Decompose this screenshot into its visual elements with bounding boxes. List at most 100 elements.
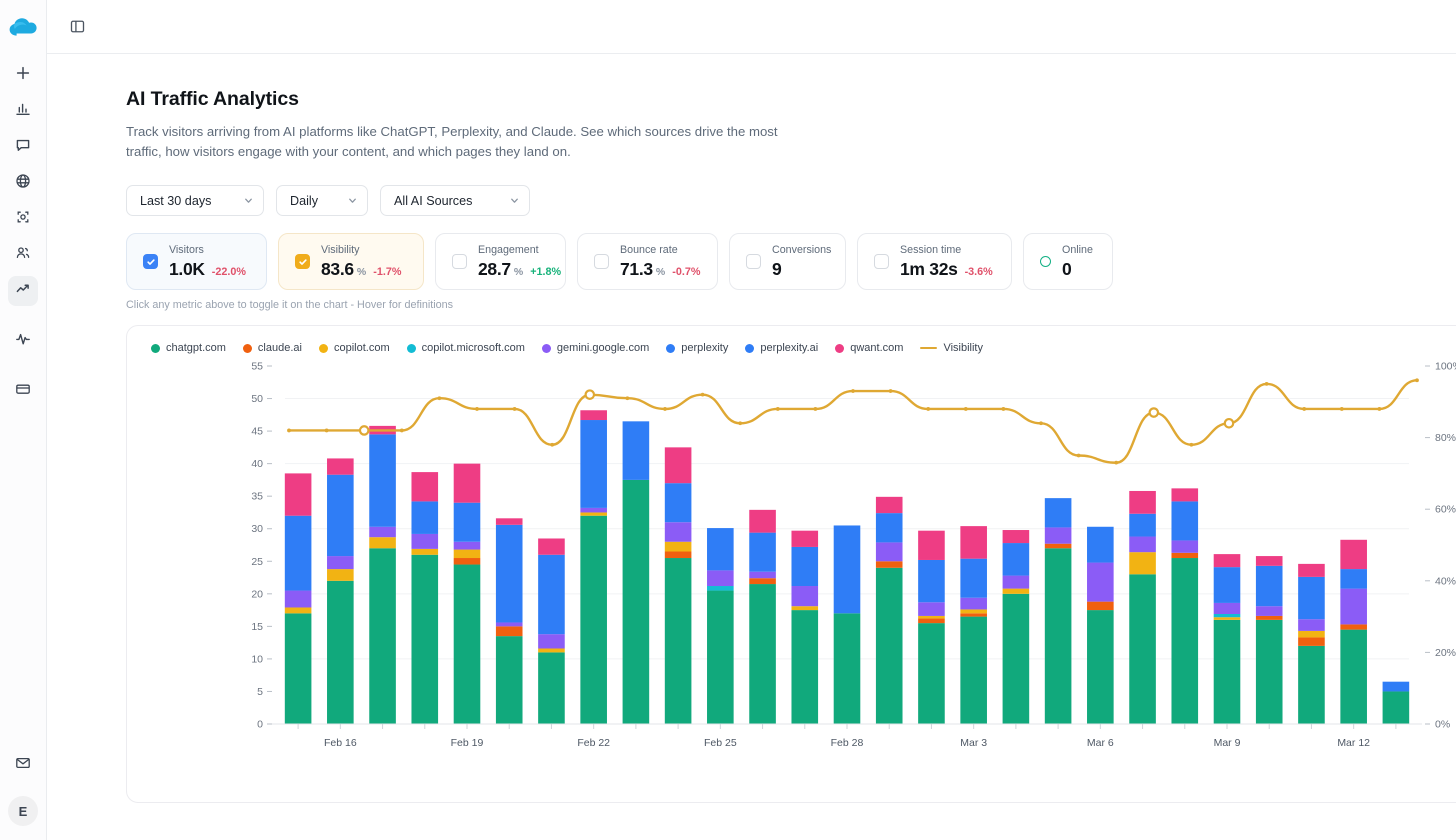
bar-segment[interactable]	[749, 578, 776, 585]
sidebar-item-messages[interactable]	[8, 132, 38, 162]
bar-segment[interactable]	[1340, 539, 1367, 570]
bar-segment[interactable]	[1087, 526, 1114, 563]
sidebar-item-inbox[interactable]	[8, 750, 38, 780]
bar-segment[interactable]	[411, 472, 439, 502]
legend-item-chatgpt.com[interactable]: chatgpt.com	[151, 342, 226, 354]
sidebar-item-sites[interactable]	[8, 168, 38, 198]
metric-card-visibility[interactable]: Visibility 83.6% -1.7%	[278, 233, 424, 290]
bar-segment[interactable]	[495, 636, 523, 724]
bar-segment[interactable]	[791, 610, 819, 724]
bar-segment[interactable]	[1129, 552, 1156, 575]
bar-segment[interactable]	[664, 541, 692, 552]
bar-segment[interactable]	[918, 602, 945, 616]
legend-item-perplexity[interactable]: perplexity	[666, 342, 728, 354]
visibility-line-series[interactable]	[287, 378, 1419, 465]
bar-segment[interactable]	[411, 501, 439, 534]
bar-segment[interactable]	[538, 538, 565, 555]
bar-segment[interactable]	[327, 458, 354, 475]
legend-item-perplexity.ai[interactable]: perplexity.ai	[745, 342, 818, 354]
bar-segment[interactable]	[1255, 619, 1283, 724]
bar-segment[interactable]	[875, 542, 903, 562]
bar-segment[interactable]	[411, 548, 439, 555]
bar-segment[interactable]	[453, 549, 481, 559]
bar-segment[interactable]	[707, 570, 734, 587]
metric-card-engagement[interactable]: Engagement 28.7% +1.8%	[435, 233, 566, 290]
bar-segment[interactable]	[918, 530, 945, 560]
metric-card-online[interactable]: Online 0	[1023, 233, 1113, 290]
bar-segment[interactable]	[791, 586, 819, 607]
date-range-select[interactable]: Last 30 days	[126, 185, 264, 216]
bar-segment[interactable]	[622, 479, 650, 724]
bar-segment[interactable]	[538, 554, 565, 635]
bar-segment[interactable]	[327, 569, 354, 581]
bar-segment[interactable]	[1044, 548, 1072, 724]
bar-segment[interactable]	[453, 502, 481, 542]
metric-checkbox-bounce-rate[interactable]	[594, 254, 609, 269]
bar-segment[interactable]	[707, 586, 734, 591]
bar-segment[interactable]	[960, 613, 987, 617]
bar-segment[interactable]	[1002, 543, 1030, 576]
legend-item-claude.ai[interactable]: claude.ai	[242, 342, 302, 354]
bar-segment[interactable]	[327, 474, 354, 557]
bar-segment[interactable]	[284, 607, 312, 614]
line-marker-highlighted[interactable]	[358, 425, 370, 436]
bar-segment[interactable]	[833, 525, 861, 614]
bar-segment[interactable]	[960, 616, 987, 724]
metric-card-bounce-rate[interactable]: Bounce rate 71.3% -0.7%	[577, 233, 718, 290]
bar-segment[interactable]	[1002, 575, 1030, 589]
bar-segment[interactable]	[580, 410, 607, 421]
bar-segment[interactable]	[369, 537, 396, 549]
legend-item-copilot.com[interactable]: copilot.com	[318, 342, 390, 354]
sidebar-item-audience[interactable]	[8, 240, 38, 270]
source-select[interactable]: All AI Sources	[380, 185, 530, 216]
bar-segment[interactable]	[453, 541, 481, 550]
bar-segment[interactable]	[1171, 558, 1199, 724]
bar-segment[interactable]	[495, 524, 523, 623]
bar-segment[interactable]	[284, 515, 312, 591]
bar-segment[interactable]	[791, 530, 819, 547]
bar-segment[interactable]	[1213, 617, 1241, 620]
bar-segment[interactable]	[749, 509, 776, 533]
bar-segment[interactable]	[875, 567, 903, 724]
bar-segment[interactable]	[411, 533, 439, 549]
granularity-select[interactable]: Daily	[276, 185, 368, 216]
bar-segment[interactable]	[1213, 602, 1241, 614]
legend-item-qwant.com[interactable]: qwant.com	[835, 342, 903, 354]
bar-segment[interactable]	[664, 522, 692, 542]
bar-segment[interactable]	[284, 473, 312, 516]
bar-segment[interactable]	[411, 554, 439, 724]
line-marker-highlighted[interactable]	[1223, 417, 1235, 429]
bar-segment[interactable]	[369, 526, 396, 538]
bar-segment[interactable]	[664, 551, 692, 559]
bar-segment[interactable]	[749, 584, 776, 724]
bar-segment[interactable]	[1340, 588, 1367, 625]
bar-segment[interactable]	[1382, 691, 1410, 724]
bar-segment[interactable]	[1087, 610, 1114, 724]
bar-segment[interactable]	[918, 623, 945, 724]
bar-segment[interactable]	[749, 532, 776, 572]
bar-segment[interactable]	[1171, 501, 1199, 541]
bar-segment[interactable]	[1213, 619, 1241, 724]
bar-segment[interactable]	[833, 613, 861, 724]
bar-segment[interactable]	[1002, 593, 1030, 724]
bar-segment[interactable]	[1298, 637, 1325, 646]
bar-segment[interactable]	[1044, 498, 1072, 528]
metric-card-visitors[interactable]: Visitors 1.0K -22.0%	[126, 233, 267, 290]
stacked-bar-chart[interactable]: 0 5 10 15 20 25 30 35 40 45 50 55 0% 20% 40% 60% 80% 100%…	[127, 354, 1456, 774]
bar-segment[interactable]	[1255, 606, 1283, 616]
metric-checkbox-visibility[interactable]	[295, 254, 310, 269]
bar-segment[interactable]	[791, 546, 819, 586]
metric-checkbox-visitors[interactable]	[143, 254, 158, 269]
bar-segment[interactable]	[369, 548, 396, 724]
chart-plot-area[interactable]: 0 5 10 15 20 25 30 35 40 45 50 55 0% 20% 40% 60% 80% 100%…	[127, 354, 1456, 774]
legend-item-visibility[interactable]: Visibility	[920, 342, 983, 354]
metric-card-conversions[interactable]: Conversions 9	[729, 233, 846, 290]
bar-segment[interactable]	[1340, 624, 1367, 630]
panel-left-icon[interactable]	[64, 14, 90, 40]
sidebar-item-new[interactable]	[8, 60, 38, 90]
sidebar-item-goals[interactable]	[8, 204, 38, 234]
bar-segment[interactable]	[1129, 574, 1156, 724]
bar-segment[interactable]	[1298, 563, 1325, 577]
bar-segment[interactable]	[918, 559, 945, 603]
bar-segment[interactable]	[707, 590, 734, 724]
